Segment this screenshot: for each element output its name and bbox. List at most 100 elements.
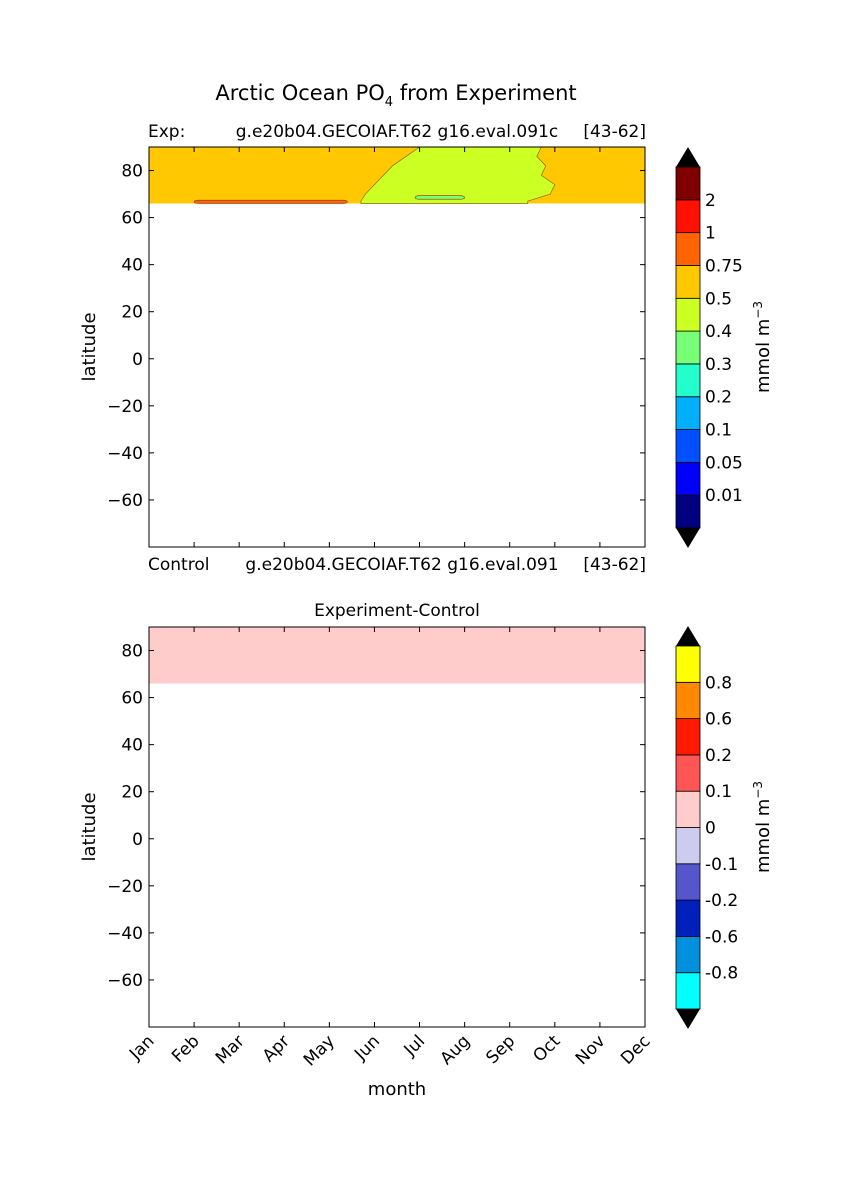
colorbar-tick-label: 0.3 (705, 355, 732, 375)
colorbar-tick-label: 0 (705, 819, 716, 839)
x-tick-label: Aug (437, 1031, 475, 1069)
colorbar-tick-label: 1 (705, 224, 716, 244)
diff-colorbar: -0.8 -0.6 -0.2 -0.1 0 0.1 0.2 0.6 0.8 (675, 626, 738, 1029)
colorbar-swatch (675, 297, 701, 332)
colorbar-tick-label: -0.1 (705, 855, 738, 875)
colorbar-tick-label: 0.1 (705, 421, 732, 441)
y-tick-label: 80 (121, 642, 143, 662)
colorbar-tick-label: 0.5 (705, 289, 732, 309)
colorbar-swatch (675, 396, 701, 430)
colorbar-tick-label: -0.2 (705, 891, 738, 911)
y-tick-label: 40 (121, 256, 143, 276)
x-tick-label: Feb (168, 1031, 203, 1066)
x-tick-label: Nov (572, 1031, 610, 1069)
y-tick-label: 0 (132, 350, 143, 370)
ctl-title-right: [43-62] (583, 555, 646, 575)
field-0.4-0.5 (360, 146, 556, 204)
colorbar-extend-top (676, 626, 700, 646)
y-tick-label: −40 (107, 444, 143, 464)
diff-colorbar-label: mmol m−3 (751, 781, 774, 873)
colorbar-tick-label: 0.05 (705, 453, 743, 473)
exp-axes-frame (148, 146, 646, 548)
colorbar-swatch (675, 972, 701, 1010)
exp-colorbar-label: mmol m−3 (751, 301, 774, 393)
difference-panel: Experiment-Control 80 60 40 20 0 −20 −40 −60 Jan… (79, 601, 774, 1100)
colorbar-swatch (675, 645, 701, 683)
colorbar-tick-label: 0.8 (705, 673, 732, 693)
colorbar-swatch (675, 718, 701, 756)
diff-axes-frame (148, 626, 646, 1028)
exp-title-left: Exp: (148, 122, 185, 142)
colorbar-tick-label: 0.01 (705, 486, 743, 506)
colorbar-swatch (675, 461, 701, 496)
y-tick-label: 60 (121, 209, 143, 229)
experiment-panel: Exp: g.e20b04.GECOIAF.T62 g16.eval.091c … (79, 122, 774, 575)
ctl-title-left: Control (148, 555, 209, 575)
exp-tick-layer: 80 60 40 20 0 −20 −40 −60 (107, 147, 646, 547)
y-tick-label: −20 (107, 877, 143, 897)
y-tick-label: −60 (107, 491, 143, 511)
ctl-title-center: g.e20b04.GECOIAF.T62 g16.eval.091 (245, 555, 558, 575)
colorbar-swatch (675, 827, 701, 865)
y-tick-label: 40 (121, 736, 143, 756)
colorbar-extend-bottom (676, 528, 700, 548)
exp-ylabel: latitude (79, 312, 100, 381)
x-tick-label: Dec (617, 1031, 654, 1068)
exp-title-center: g.e20b04.GECOIAF.T62 g16.eval.091c (236, 122, 558, 142)
y-tick-label: 20 (121, 783, 143, 803)
y-tick-label: −60 (107, 971, 143, 991)
colorbar-swatch (675, 494, 701, 529)
colorbar-tick-label: 0.4 (705, 322, 732, 342)
x-tick-label: Mar (212, 1031, 249, 1068)
colorbar-tick-label: 0.2 (705, 746, 732, 766)
x-tick-label: Jan (125, 1031, 158, 1064)
field-0-0.1 (149, 627, 645, 684)
colorbar-swatch (675, 681, 701, 719)
exp-title-right: [43-62] (583, 122, 646, 142)
exp-field-layer (149, 146, 645, 204)
colorbar-extend-top (676, 147, 700, 167)
x-tick-label: Apr (259, 1031, 294, 1066)
colorbar-tick-label: 0.2 (705, 388, 732, 408)
y-tick-label: 80 (121, 162, 143, 182)
diff-tick-layer: 80 60 40 20 0 −20 −40 −60 Jan Feb Mar Apr May Jun Jul A… (107, 627, 655, 1070)
colorbar-tick-label: -0.6 (705, 927, 738, 947)
colorbar-swatch (675, 166, 701, 201)
colorbar-tick-label: 2 (705, 191, 716, 211)
y-tick-label: 60 (121, 689, 143, 709)
colorbar-tick-label: 0.75 (705, 256, 743, 276)
figure-title: Arctic Ocean PO4 from Experiment (215, 81, 576, 110)
colorbar-swatch (675, 330, 701, 365)
x-tick-label: May (300, 1031, 339, 1070)
colorbar-tick-label: 0.6 (705, 710, 732, 730)
x-tick-label: Jul (400, 1031, 429, 1060)
y-tick-label: −20 (107, 397, 143, 417)
exp-colorbar: 0.01 0.05 0.1 0.2 0.3 0.4 0.5 0.75 1 2 (675, 147, 743, 548)
diff-title: Experiment-Control (314, 601, 480, 621)
colorbar-swatch (675, 863, 701, 901)
y-tick-label: −40 (107, 924, 143, 944)
x-tick-label: Oct (529, 1031, 564, 1066)
diff-xlabel: month (368, 1079, 426, 1100)
colorbar-swatch (675, 429, 701, 463)
colorbar-swatch (675, 899, 701, 937)
colorbar-tick-label: -0.8 (705, 964, 738, 984)
diff-ylabel: latitude (79, 792, 100, 861)
x-tick-label: Jun (350, 1031, 384, 1065)
diff-field-layer (149, 627, 645, 684)
colorbar-swatch (675, 790, 701, 828)
colorbar-swatch (675, 199, 701, 234)
colorbar-swatch (675, 265, 701, 299)
field-0.75-1 (193, 199, 348, 204)
colorbar-swatch (675, 363, 701, 398)
colorbar-extend-bottom (676, 1009, 700, 1029)
colorbar-swatch (675, 936, 701, 974)
colorbar-swatch (675, 754, 701, 792)
field-0.3-0.4 (414, 195, 465, 200)
x-tick-label: Sep (482, 1031, 519, 1068)
y-tick-label: 0 (132, 830, 143, 850)
y-tick-label: 20 (121, 303, 143, 323)
colorbar-tick-label: 0.1 (705, 782, 732, 802)
colorbar-swatch (675, 232, 701, 266)
